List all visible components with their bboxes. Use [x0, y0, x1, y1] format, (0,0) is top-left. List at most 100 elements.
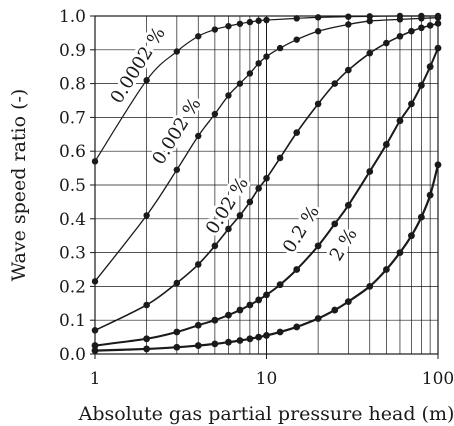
data-point — [143, 212, 150, 219]
data-point — [314, 242, 322, 250]
y-tick-label: 0.4 — [59, 210, 86, 230]
data-point — [173, 166, 181, 173]
data-point — [236, 80, 244, 87]
data-point — [314, 100, 322, 108]
y-tick-label: 0.1 — [59, 311, 86, 331]
data-point — [211, 316, 219, 324]
data-point — [143, 345, 151, 353]
x-tick-label: 1 — [90, 369, 101, 389]
data-point — [246, 301, 254, 309]
data-point — [173, 279, 181, 287]
data-point — [331, 220, 339, 228]
data-point — [173, 343, 181, 351]
x-axis-tick-labels: 1 10 100 — [90, 354, 454, 389]
data-point — [293, 15, 300, 22]
data-point — [276, 281, 284, 289]
data-point — [382, 266, 390, 273]
data-point — [236, 20, 244, 27]
data-point — [236, 306, 244, 314]
data-point — [345, 66, 352, 74]
data-point — [246, 70, 254, 77]
data-point — [366, 13, 373, 20]
data-point — [293, 129, 301, 136]
y-tick-label: 0.8 — [59, 75, 86, 95]
data-point — [211, 242, 219, 250]
data-point — [434, 44, 442, 52]
x-tick-label: 10 — [256, 369, 278, 389]
data-point — [263, 16, 270, 24]
data-point — [194, 261, 202, 268]
data-point — [225, 92, 232, 99]
data-point — [331, 306, 339, 314]
data-point — [366, 283, 374, 290]
data-point — [211, 340, 219, 348]
data-point — [91, 347, 99, 355]
data-point — [314, 28, 322, 35]
series-line — [94, 47, 439, 347]
data-point — [417, 213, 425, 221]
y-tick-label: 0.6 — [59, 142, 86, 162]
data-point — [366, 49, 374, 57]
data-point — [396, 16, 404, 23]
data-point — [366, 168, 374, 175]
series-line — [94, 164, 440, 352]
y-tick-label: 1.0 — [59, 7, 86, 27]
data-point — [293, 266, 301, 273]
data-point — [396, 249, 404, 256]
data-point — [426, 22, 434, 29]
y-tick-label: 0.3 — [59, 244, 86, 264]
data-point — [91, 278, 99, 285]
data-point — [293, 323, 301, 331]
data-point — [236, 212, 244, 219]
data-series — [91, 12, 442, 355]
data-point — [255, 296, 263, 304]
y-tick-label: 0.7 — [59, 108, 86, 128]
x-tick-label: 100 — [422, 369, 454, 389]
data-point — [194, 342, 202, 349]
data-point — [225, 338, 232, 346]
data-point — [225, 225, 232, 233]
data-point — [173, 328, 181, 336]
data-point — [276, 44, 284, 52]
data-point — [246, 198, 254, 206]
data-point — [91, 158, 99, 165]
data-point — [255, 17, 262, 24]
data-point — [236, 337, 244, 344]
data-point — [344, 201, 352, 209]
data-point — [195, 33, 202, 40]
data-point — [344, 298, 352, 306]
data-point — [143, 301, 150, 309]
series-5 — [91, 161, 442, 355]
series-4 — [91, 44, 442, 349]
data-point — [194, 321, 202, 329]
data-point — [143, 77, 150, 84]
data-point — [263, 174, 270, 182]
data-point — [434, 161, 442, 169]
data-point — [195, 132, 202, 140]
data-point — [396, 32, 404, 40]
data-point — [331, 80, 339, 87]
series-3 — [91, 20, 442, 334]
y-tick-label: 0.9 — [59, 41, 86, 61]
data-point — [408, 232, 415, 240]
data-point — [408, 100, 415, 108]
data-point — [211, 26, 219, 33]
y-tick-label: 0.0 — [59, 345, 86, 365]
data-point — [276, 154, 284, 162]
data-point — [91, 342, 99, 349]
data-point — [426, 191, 434, 199]
data-point — [263, 53, 270, 60]
y-tick-label: 0.5 — [59, 176, 86, 196]
y-tick-label: 0.2 — [59, 277, 86, 297]
data-point — [408, 27, 415, 35]
data-point — [345, 13, 352, 20]
y-axis-title: Wave speed ratio (-) — [8, 89, 30, 282]
data-point — [418, 15, 425, 22]
data-point — [383, 39, 390, 47]
data-point — [426, 63, 434, 71]
data-point — [211, 110, 219, 118]
data-point — [417, 81, 425, 89]
data-point — [396, 117, 404, 125]
